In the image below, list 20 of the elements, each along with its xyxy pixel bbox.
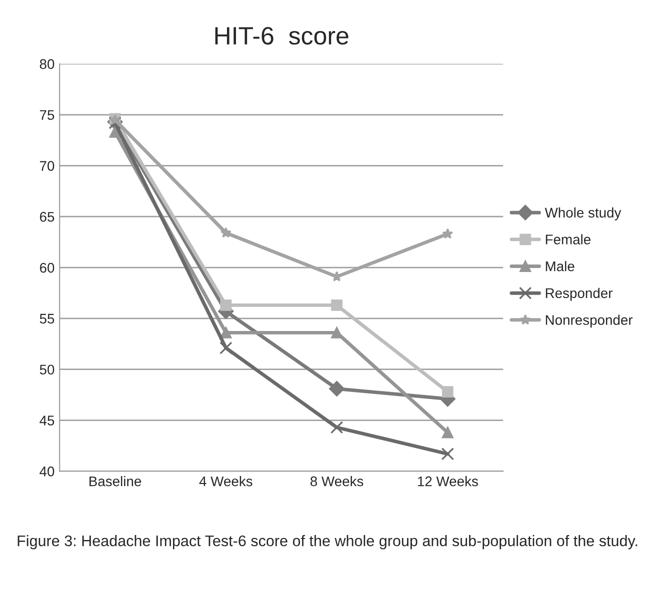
y-tick-label: 65	[40, 212, 54, 222]
y-tick-label: 60	[40, 262, 54, 273]
y-tick-label: 50	[40, 364, 54, 375]
legend-label: Female	[546, 234, 590, 244]
y-tick-label: 40	[40, 466, 54, 476]
y-tick-label: 45	[40, 416, 54, 426]
x-tick-label: 8 Weeks	[310, 476, 364, 486]
legend-label: Nonresponder	[546, 314, 633, 328]
y-tick-label: 55	[40, 314, 54, 324]
x-tick-label: Baseline	[90, 476, 142, 486]
x-tick-label: 12 Weeks	[418, 476, 478, 486]
caption: Figure 3: Headache Impact Test-6 score of the whole group and sub-population of the study.	[18, 535, 638, 550]
legend-label: Responder	[546, 288, 612, 301]
x-tick-label: 4 Weeks	[199, 476, 252, 486]
legend-label: Male	[546, 261, 574, 272]
chart-title: HIT-6 score	[215, 26, 348, 45]
y-tick-label: 70	[40, 161, 54, 171]
y-tick-label: 80	[40, 59, 54, 70]
y-tick-label: 75	[40, 110, 54, 120]
legend-label: Whole study	[544, 207, 622, 220]
